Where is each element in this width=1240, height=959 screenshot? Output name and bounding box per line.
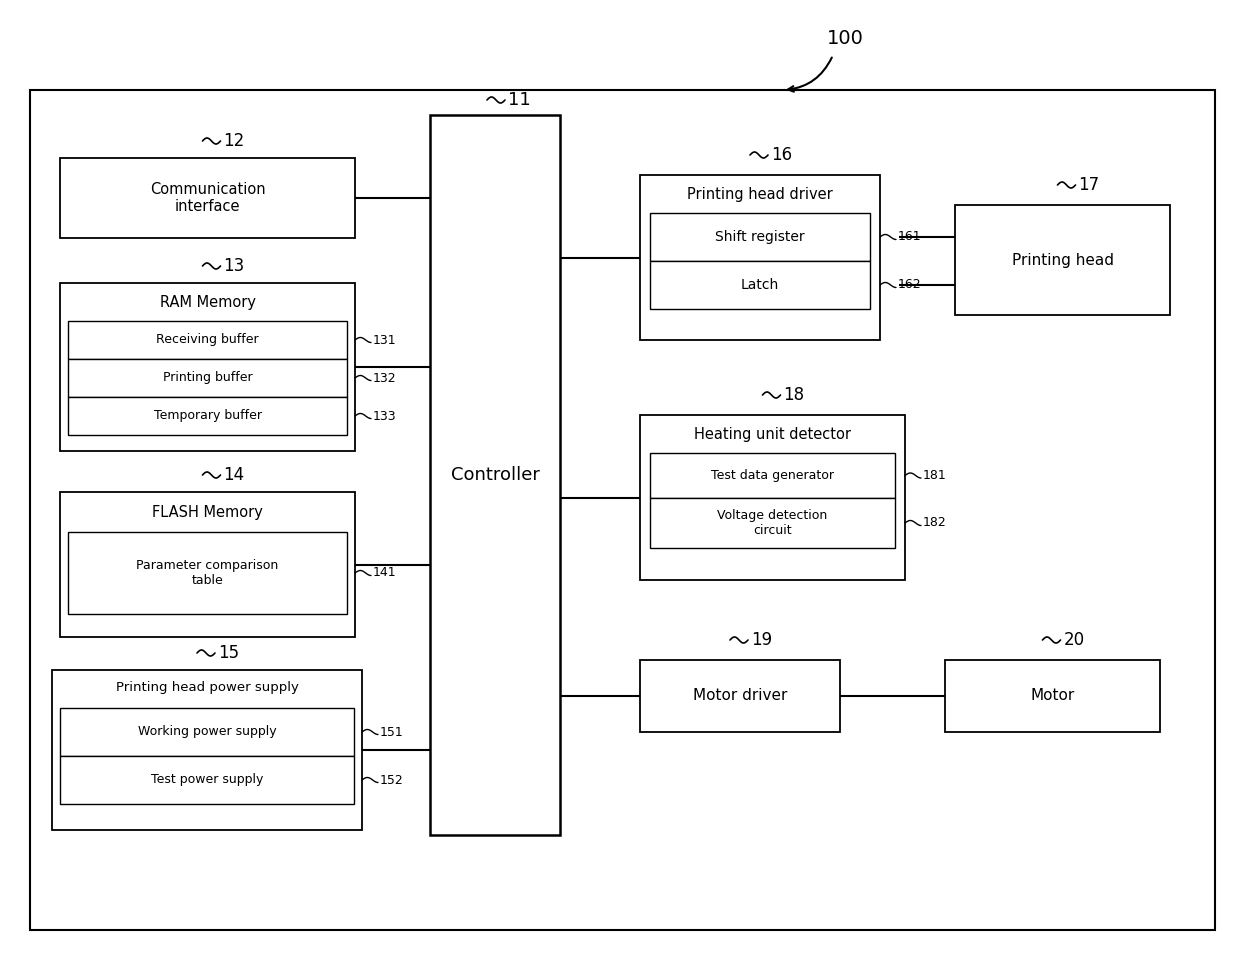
Bar [60,158,355,238]
Text: Test power supply: Test power supply [151,774,263,786]
Text: 151: 151 [379,726,404,738]
Bar [430,115,560,835]
Text: 182: 182 [923,517,947,529]
Text: FLASH Memory: FLASH Memory [153,504,263,520]
Text: 100: 100 [827,29,863,48]
Bar [650,453,895,498]
Text: Latch: Latch [740,278,779,292]
Text: 152: 152 [379,774,404,786]
Text: 141: 141 [373,567,397,579]
Bar [650,498,895,548]
Bar [60,283,355,451]
Bar [60,708,353,756]
Text: Working power supply: Working power supply [138,726,277,738]
Text: 181: 181 [923,469,947,482]
Bar [68,321,347,359]
Text: Shift register: Shift register [715,230,805,244]
Text: Communication
interface: Communication interface [150,182,265,214]
Text: Motor: Motor [1030,689,1075,704]
Text: Test data generator: Test data generator [711,469,835,482]
Text: Parameter comparison
table: Parameter comparison table [136,559,279,587]
Text: Controller: Controller [450,466,539,484]
Bar [30,90,1215,930]
Text: Printing head: Printing head [1012,252,1114,268]
Bar [640,415,905,580]
Bar [68,359,347,397]
Text: 14: 14 [223,466,244,484]
Text: 13: 13 [223,257,244,275]
Text: 11: 11 [508,91,531,109]
Text: Motor driver: Motor driver [693,689,787,704]
Bar [68,532,347,614]
Bar [60,756,353,804]
Text: Heating unit detector: Heating unit detector [694,428,851,442]
Text: 18: 18 [784,386,805,404]
Bar [650,213,870,261]
Text: Printing buffer: Printing buffer [162,371,252,385]
Text: Printing head driver: Printing head driver [687,188,833,202]
Text: Temporary buffer: Temporary buffer [154,409,262,423]
Text: 162: 162 [898,278,921,292]
Text: Receiving buffer: Receiving buffer [156,334,259,346]
Text: 133: 133 [373,409,397,423]
Text: 12: 12 [223,132,244,150]
Bar [650,261,870,309]
Bar [955,205,1171,315]
Bar [60,492,355,637]
Text: RAM Memory: RAM Memory [160,295,255,311]
Bar [945,660,1159,732]
Text: 161: 161 [898,230,921,244]
Bar [68,397,347,435]
Text: 16: 16 [771,146,792,164]
Text: 132: 132 [373,371,397,385]
Text: 15: 15 [218,644,239,662]
Text: 19: 19 [751,631,773,649]
Text: Printing head power supply: Printing head power supply [115,682,299,694]
Text: Voltage detection
circuit: Voltage detection circuit [718,509,827,537]
Bar [52,670,362,830]
Bar [640,660,839,732]
Text: 17: 17 [1079,176,1100,194]
Bar [640,175,880,340]
Text: 20: 20 [1064,631,1085,649]
Text: 131: 131 [373,334,397,346]
